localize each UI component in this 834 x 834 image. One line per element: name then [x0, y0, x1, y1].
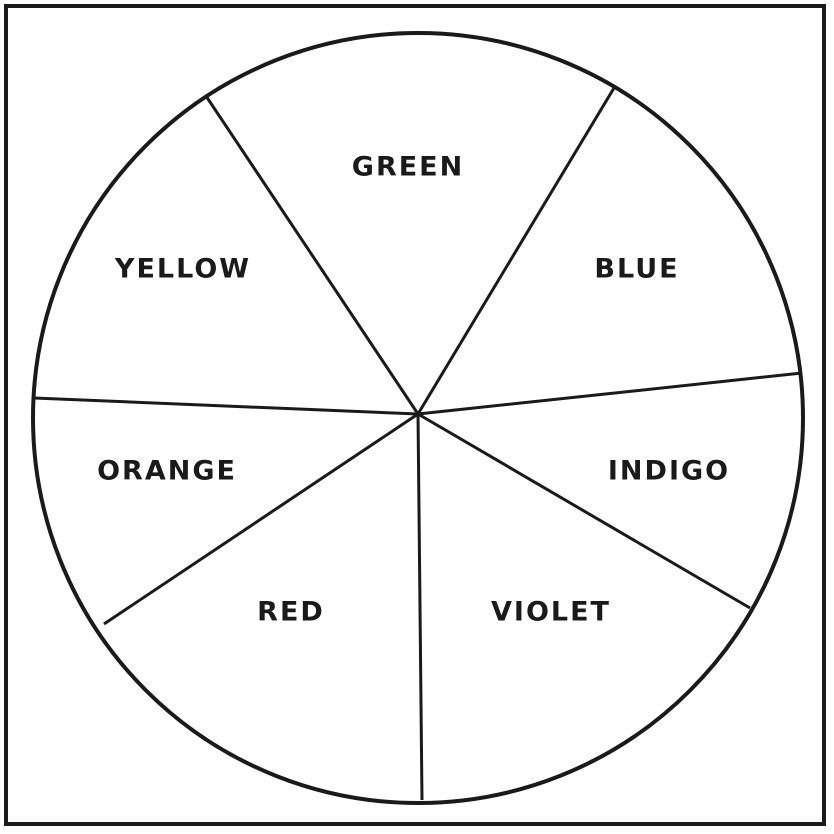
outer-frame: [4, 4, 826, 826]
segment-label-violet: VIOLET: [491, 597, 611, 628]
segment-label-indigo: INDIGO: [608, 456, 730, 487]
segment-label-green: GREEN: [352, 152, 464, 183]
segment-label-blue: BLUE: [594, 254, 679, 285]
divider-indigo-violet: [417, 412, 751, 610]
divider-violet-red: [416, 413, 424, 801]
divider-blue-indigo: [417, 371, 803, 416]
segment-label-red: RED: [257, 597, 325, 628]
segment-label-orange: ORANGE: [97, 456, 237, 487]
divider-yellow-green: [204, 95, 420, 415]
divider-red-orange: [103, 412, 419, 626]
segment-label-yellow: YELLOW: [114, 254, 251, 285]
divider-green-blue: [416, 87, 616, 415]
divider-orange-yellow: [33, 396, 419, 416]
